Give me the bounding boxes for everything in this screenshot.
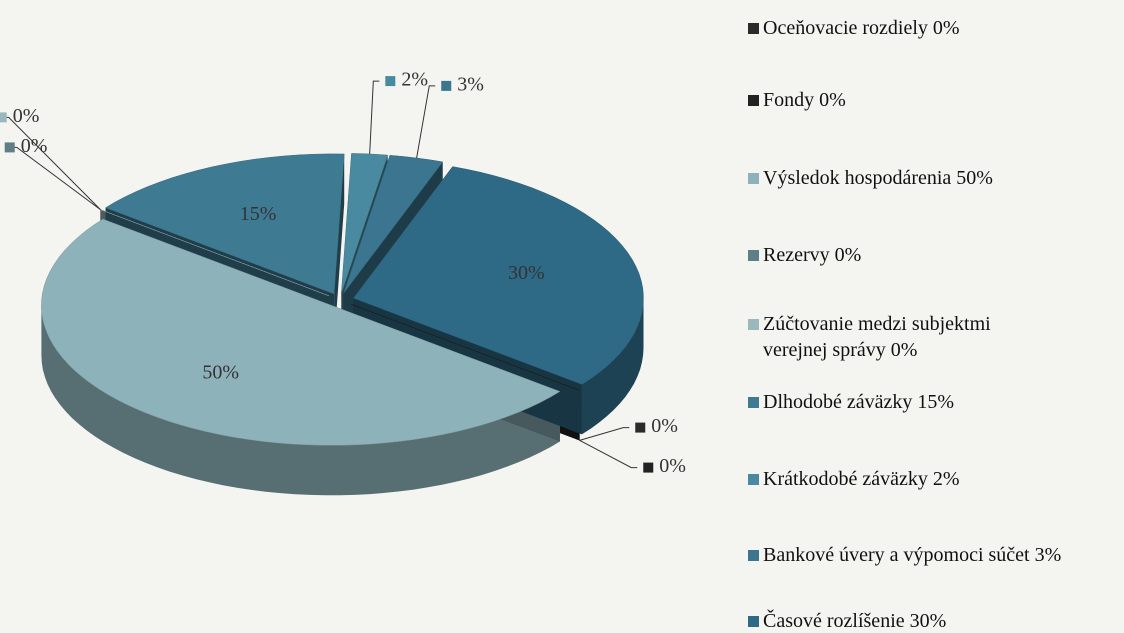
label-swatch: [635, 422, 646, 433]
legend-value: 0%: [834, 244, 862, 266]
legend-value: 15%: [917, 391, 955, 413]
legend-label: Dlhodobé záväzky: [763, 391, 913, 413]
leader-line: [2, 116, 101, 210]
data-label: 0%: [21, 135, 48, 157]
legend-swatch: [748, 319, 759, 330]
legend-label: Rezervy: [763, 244, 830, 266]
leader-line: [579, 439, 638, 469]
slice-side: [582, 298, 644, 435]
legend-swatch: [748, 397, 759, 408]
data-label: 50%: [202, 361, 239, 383]
legend-item: Časové rozlíšenie 30%: [748, 608, 1118, 633]
legend-item: Zúčtovanie medzi subjektmi verejnej sprá…: [748, 311, 1013, 363]
data-label: 0%: [651, 415, 678, 437]
slice: [343, 155, 444, 294]
legend-swatch: [748, 173, 759, 184]
leader-line: [579, 427, 630, 441]
legend-value: 30%: [909, 610, 947, 632]
legend-swatch: [748, 250, 759, 261]
slice: [353, 166, 644, 385]
data-label: 15%: [240, 203, 277, 225]
data-label: 2%: [401, 69, 428, 91]
legend-item: Bankové úvery a výpomoci súčet 3%: [748, 542, 1124, 568]
legend-label: Bankové úvery a výpomoci súčet: [763, 544, 1030, 566]
slice-cut: [334, 153, 345, 344]
leader-line: [416, 85, 436, 159]
legend-swatch: [748, 616, 759, 627]
legend-swatch: [748, 474, 759, 485]
data-label: 3%: [457, 73, 484, 95]
legend-value: 50%: [956, 167, 993, 189]
leader-line: [369, 80, 380, 154]
legend-item: Dlhodobé záväzky 15%: [748, 389, 1118, 415]
slice: [41, 218, 561, 446]
slice: [350, 303, 580, 391]
legend-label: Oceňovacie rozdiely: [763, 17, 928, 39]
slice: [341, 153, 389, 294]
data-label: 0%: [659, 455, 686, 477]
label-swatch: [643, 462, 654, 473]
label-swatch: [4, 142, 15, 153]
legend-value: 0%: [819, 89, 846, 111]
legend-item: Výsledok hospodárenia 50%: [748, 165, 1118, 191]
legend-item: Fondy 0%: [748, 87, 1118, 113]
legend-value: 0%: [932, 17, 960, 39]
slice: [105, 153, 345, 295]
slice-side: [41, 305, 560, 496]
legend-swatch: [748, 550, 759, 561]
label-swatch: [385, 76, 396, 87]
legend-label: Časové rozlíšenie: [763, 610, 905, 632]
legend-swatch: [748, 95, 759, 106]
legend-label: Zúčtovanie medzi subjektmi verejnej sprá…: [763, 313, 991, 361]
label-swatch: [0, 112, 7, 123]
legend-value: 3%: [1034, 544, 1062, 566]
data-label: 0%: [13, 105, 40, 127]
legend-value: 0%: [890, 339, 918, 361]
legend-item: Rezervy 0%: [748, 242, 1118, 268]
legend-value: 2%: [932, 468, 960, 490]
legend-label: Fondy: [763, 89, 815, 111]
legend-label: Výsledok hospodárenia: [763, 167, 952, 189]
legend-item: Krátkodobé záväzky 2%: [748, 466, 1118, 492]
legend-item: Oceňovacie rozdiely 0%: [748, 15, 1118, 41]
legend-label: Krátkodobé záväzky: [763, 468, 928, 490]
legend-swatch: [748, 23, 759, 34]
data-label: 30%: [508, 262, 545, 284]
label-swatch: [441, 80, 452, 91]
pie-area: 0% 0% 50% 0% 0% 15% 2% 3% 30%: [0, 69, 686, 496]
